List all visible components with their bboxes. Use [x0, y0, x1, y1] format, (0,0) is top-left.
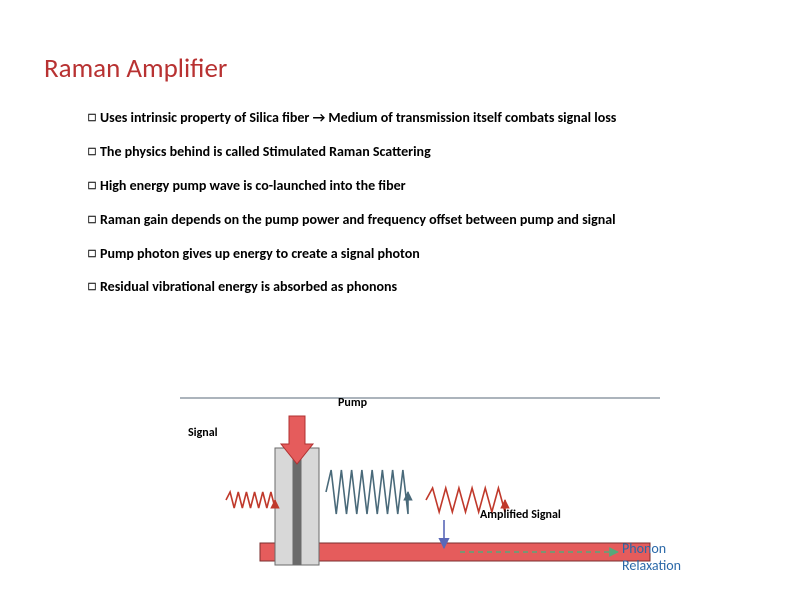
bullet-text: Residual vibrational energy is absorbed …	[100, 278, 397, 295]
bullet-item: 🞎 Residual vibrational energy is absorbe…	[100, 278, 688, 297]
bullet-marker: 🞎	[88, 111, 96, 125]
pump-label: Pump	[338, 396, 367, 410]
bullet-item: 🞎 The physics behind is called Stimulate…	[100, 143, 688, 162]
bullet-item: 🞎 High energy pump wave is co-launched i…	[100, 177, 688, 196]
amplified-signal-label: Amplified Signal	[480, 508, 561, 522]
bullet-marker: 🞎	[88, 280, 96, 294]
bullet-text: Uses intrinsic property of Silica fiber …	[100, 109, 616, 126]
bullet-marker: 🞎	[88, 179, 96, 193]
bullet-item: 🞎 Uses intrinsic property of Silica fibe…	[100, 109, 688, 128]
phonon-relaxation-label: Phonon Relaxation	[622, 540, 681, 574]
bullet-text: Raman gain depends on the pump power and…	[100, 211, 616, 228]
bullet-text: The physics behind is called Stimulated …	[100, 143, 431, 160]
bullet-marker: 🞎	[88, 247, 96, 261]
bullet-text: Pump photon gives up energy to create a …	[100, 245, 420, 262]
bullet-text: High energy pump wave is co-launched int…	[100, 177, 406, 194]
signal-label: Signal	[188, 426, 218, 440]
bullet-list: 🞎 Uses intrinsic property of Silica fibe…	[44, 109, 748, 297]
bullet-marker: 🞎	[88, 213, 96, 227]
bullet-item: 🞎 Raman gain depends on the pump power a…	[100, 211, 688, 230]
bullet-marker: 🞎	[88, 145, 96, 159]
bullet-item: 🞎 Pump photon gives up energy to create …	[100, 245, 688, 264]
raman-diagram: Pump Signal Amplified Signal Phonon Rela…	[180, 390, 660, 590]
page-title: Raman Amplifier	[44, 52, 748, 85]
diagram-svg	[180, 390, 660, 580]
